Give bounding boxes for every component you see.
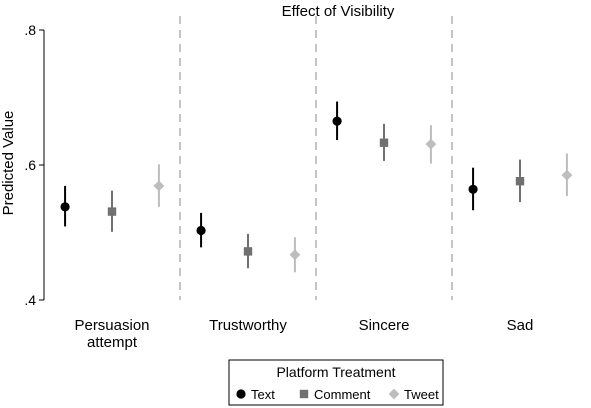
y-tick-label: .6 xyxy=(24,157,36,173)
legend: Platform Treatment Text Comment Tweet xyxy=(228,359,444,406)
legend-marker xyxy=(388,388,400,400)
x-tick-label: Persuasion xyxy=(74,317,149,334)
x-tick-label: Sincere xyxy=(359,317,410,334)
chart-title: Effect of Visibility xyxy=(282,3,395,20)
data-point xyxy=(107,207,117,216)
x-tick-label: Trustworthy xyxy=(209,317,287,334)
data-point xyxy=(515,177,525,186)
legend-label: Tweet xyxy=(404,387,439,402)
legend-title: Platform Treatment xyxy=(276,364,395,380)
legend-label: Text xyxy=(251,387,275,402)
y-tick-label: .8 xyxy=(24,22,36,38)
x-tick-label: attempt xyxy=(87,334,138,351)
legend-marker xyxy=(236,389,246,399)
y-tick-label: .4 xyxy=(24,292,36,308)
x-category-label: Sad xyxy=(507,317,534,334)
data-point xyxy=(468,184,478,194)
legend-marker xyxy=(299,389,309,399)
data-point xyxy=(60,202,70,212)
legend-box xyxy=(228,359,444,406)
data-point xyxy=(379,138,389,147)
data-point xyxy=(289,249,301,261)
data-point xyxy=(196,225,206,236)
data-point xyxy=(243,247,253,256)
y-axis-label: Predicted Value xyxy=(0,111,17,216)
data-point xyxy=(153,180,165,192)
x-tick-label: Sad xyxy=(507,317,534,334)
data-point xyxy=(425,138,437,150)
legend-label: Comment xyxy=(314,387,371,402)
x-category-label: Sincere xyxy=(359,317,410,334)
x-category-label: Trustworthy xyxy=(209,317,287,334)
data-point xyxy=(332,116,342,126)
data-point xyxy=(561,169,573,181)
